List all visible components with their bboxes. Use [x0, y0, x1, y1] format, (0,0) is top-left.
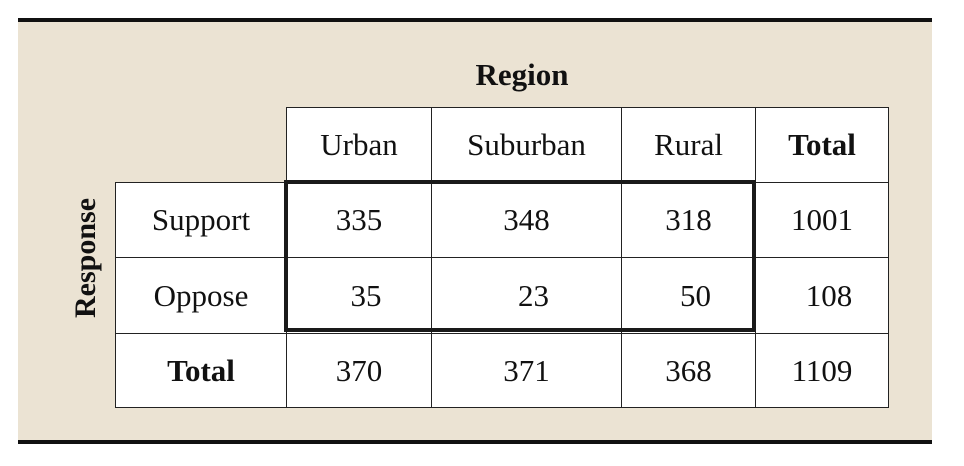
cell-support-rural: 318 — [621, 182, 756, 258]
cell-support-suburban: 348 — [431, 182, 622, 258]
row-group-label: Response — [69, 197, 102, 319]
cell-support-urban: 335 — [286, 182, 432, 258]
cell-oppose-total: 108 — [755, 257, 889, 334]
cell-total-rural: 368 — [621, 333, 756, 408]
row-label-total: Total — [115, 333, 287, 408]
column-header-urban: Urban — [286, 107, 432, 183]
cell-grand-total: 1109 — [755, 333, 889, 408]
cell-oppose-urban: 35 — [286, 257, 432, 334]
cell-support-total: 1001 — [755, 182, 889, 258]
cell-total-suburban: 371 — [431, 333, 622, 408]
row-label-support: Support — [115, 182, 287, 258]
cell-oppose-suburban: 23 — [431, 257, 622, 334]
top-rule — [18, 18, 932, 22]
row-label-oppose: Oppose — [115, 257, 287, 334]
cell-total-urban: 370 — [286, 333, 432, 408]
column-group-label: Region — [475, 57, 569, 92]
cell-oppose-rural: 50 — [621, 257, 756, 334]
column-header-suburban: Suburban — [431, 107, 622, 183]
bottom-rule — [18, 440, 932, 444]
column-header-total: Total — [755, 107, 889, 183]
column-header-rural: Rural — [621, 107, 756, 183]
